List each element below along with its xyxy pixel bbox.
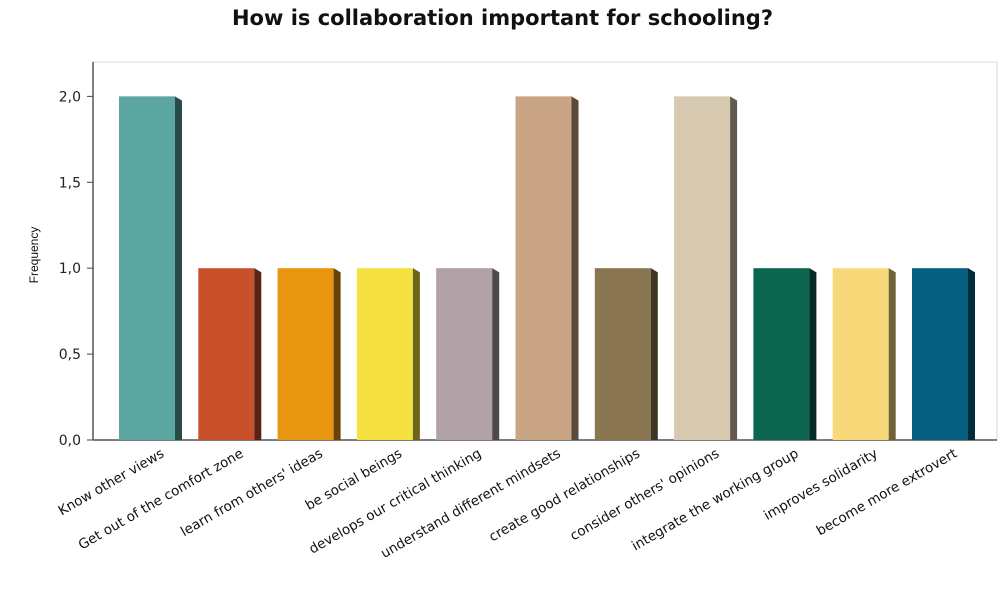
bar	[436, 268, 493, 440]
bars	[119, 96, 975, 440]
y-tick-label: 1,0	[59, 261, 81, 277]
bar	[832, 268, 889, 440]
bar-side	[254, 268, 262, 440]
x-category-label: consider others' opinions	[567, 446, 722, 545]
x-category-label: learn from others' ideas	[178, 446, 326, 540]
bar	[674, 96, 731, 440]
bar-group	[594, 268, 658, 440]
bar-side	[968, 268, 975, 440]
bar	[356, 268, 413, 440]
y-tick-label: 1,5	[59, 175, 81, 191]
bar-group	[436, 268, 500, 440]
bar-side	[571, 96, 579, 440]
y-axis-label: Frequency	[27, 227, 41, 284]
bar-group	[832, 268, 896, 440]
bar-group	[119, 96, 182, 440]
bar	[594, 268, 651, 440]
bar-group	[912, 268, 975, 440]
bar-side	[730, 96, 738, 440]
bar-group	[277, 268, 341, 440]
bar-group	[356, 268, 420, 440]
bar-group	[753, 268, 817, 440]
bar-side	[175, 96, 182, 440]
bar	[515, 96, 572, 440]
x-category-label: become more extrovert	[814, 446, 960, 540]
x-category-label: create good relationships	[486, 446, 643, 546]
bar-group	[674, 96, 738, 440]
bar-side	[333, 268, 341, 440]
y-tick-label: 0,5	[59, 347, 81, 363]
bar	[912, 268, 968, 440]
bar-side	[809, 268, 817, 440]
chart-title: How is collaboration important for schoo…	[231, 6, 774, 30]
bar-side	[412, 268, 420, 440]
y-tick-label: 2,0	[59, 89, 81, 105]
bar	[119, 96, 175, 440]
bar	[753, 268, 810, 440]
bar-side	[888, 268, 896, 440]
bar-group	[198, 268, 262, 440]
bar-side	[650, 268, 658, 440]
y-tick-labels: 0,0 0,5 1,0 1,5 2,0	[59, 89, 81, 449]
bar-group	[515, 96, 579, 440]
bar	[277, 268, 334, 440]
y-tick-label: 0,0	[59, 433, 81, 449]
bar	[198, 268, 255, 440]
bar-side	[492, 268, 500, 440]
